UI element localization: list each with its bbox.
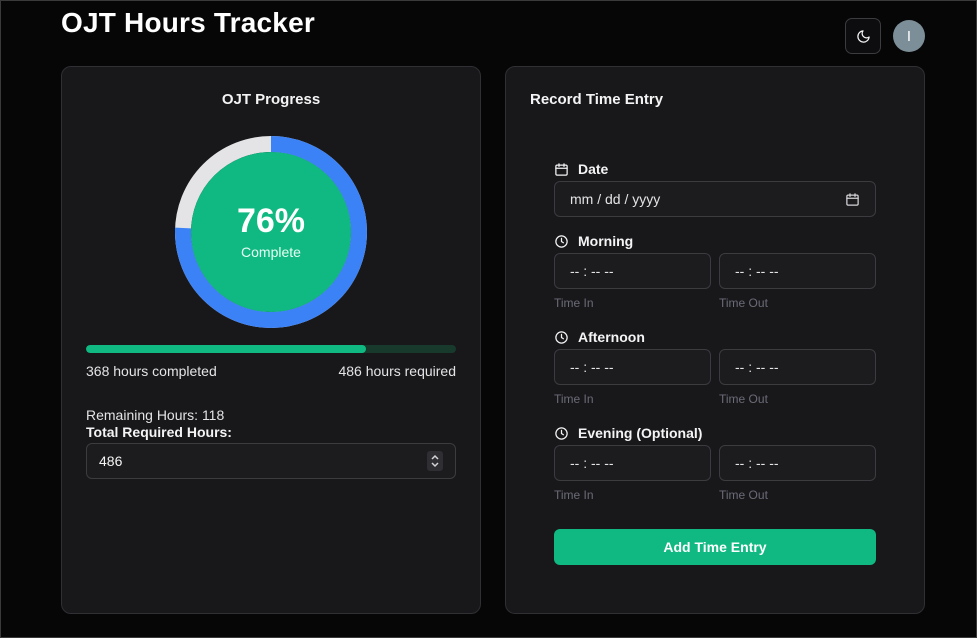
evening-time-out-value: -- : -- -- — [735, 455, 779, 471]
percent-complete-label: Complete — [241, 244, 301, 260]
calendar-icon — [554, 162, 569, 177]
add-time-entry-button[interactable]: Add Time Entry — [554, 529, 876, 565]
total-required-value: 486 — [99, 453, 123, 469]
chevron-up-down-icon — [431, 454, 439, 468]
total-required-input[interactable]: 486 — [86, 443, 456, 479]
progress-card-title: OJT Progress — [221, 91, 321, 108]
morning-time-in-caption: Time In — [554, 296, 594, 310]
calendar-picker-icon[interactable] — [845, 192, 860, 207]
afternoon-section-label: Afternoon — [554, 329, 645, 345]
date-placeholder: mm / dd / yyyy — [570, 191, 661, 207]
evening-section-label: Evening (Optional) — [554, 425, 702, 441]
progress-ring-center: 76% Complete — [191, 152, 351, 312]
total-required-label: Total Required Hours: — [86, 424, 232, 440]
progress-ring — [175, 136, 367, 328]
percent-complete: 76% — [236, 202, 306, 240]
clock-icon — [554, 234, 569, 249]
afternoon-time-out-caption: Time Out — [719, 392, 768, 406]
date-section-label: Date — [554, 161, 608, 177]
clock-icon — [554, 426, 569, 441]
number-spinner[interactable] — [427, 451, 443, 471]
afternoon-time-out-value: -- : -- -- — [735, 359, 779, 375]
morning-time-out-caption: Time Out — [719, 296, 768, 310]
evening-time-in-value: -- : -- -- — [570, 455, 614, 471]
hours-summary: 368 hours completed 486 hours required — [86, 363, 456, 379]
morning-label: Morning — [578, 233, 634, 249]
progress-bar — [86, 345, 456, 353]
time-entry-card-title: Record Time Entry — [530, 91, 664, 108]
evening-time-in-input[interactable]: -- : -- -- — [554, 445, 711, 481]
hours-completed: 368 hours completed — [86, 363, 217, 379]
morning-time-in-value: -- : -- -- — [570, 263, 614, 279]
page-title: OJT Hours Tracker — [61, 7, 315, 38]
moon-icon — [856, 29, 871, 44]
clock-icon — [554, 330, 569, 345]
progress-card: OJT Progress 76% Complete 368 hours comp… — [61, 66, 481, 614]
date-label: Date — [578, 161, 609, 177]
evening-label: Evening (Optional) — [578, 425, 703, 441]
afternoon-time-in-input[interactable]: -- : -- -- — [554, 349, 711, 385]
morning-section-label: Morning — [554, 233, 633, 249]
afternoon-time-out-input[interactable]: -- : -- -- — [719, 349, 876, 385]
progress-ring-arc — [175, 136, 367, 328]
afternoon-time-in-caption: Time In — [554, 392, 594, 406]
remaining-hours: Remaining Hours: 118 — [86, 407, 225, 423]
hours-required: 486 hours required — [338, 363, 456, 379]
afternoon-label: Afternoon — [578, 329, 645, 345]
evening-time-in-caption: Time In — [554, 488, 594, 502]
morning-time-out-input[interactable]: -- : -- -- — [719, 253, 876, 289]
morning-time-out-value: -- : -- -- — [735, 263, 779, 279]
evening-time-out-caption: Time Out — [719, 488, 768, 502]
time-entry-card: Record Time Entry Date mm / dd / yyyy Mo… — [505, 66, 925, 614]
morning-time-in-input[interactable]: -- : -- -- — [554, 253, 711, 289]
avatar[interactable]: I — [893, 20, 925, 52]
progress-bar-fill — [86, 345, 367, 353]
afternoon-time-in-value: -- : -- -- — [570, 359, 614, 375]
evening-time-out-input[interactable]: -- : -- -- — [719, 445, 876, 481]
theme-toggle-button[interactable] — [845, 18, 881, 54]
date-input[interactable]: mm / dd / yyyy — [554, 181, 876, 217]
